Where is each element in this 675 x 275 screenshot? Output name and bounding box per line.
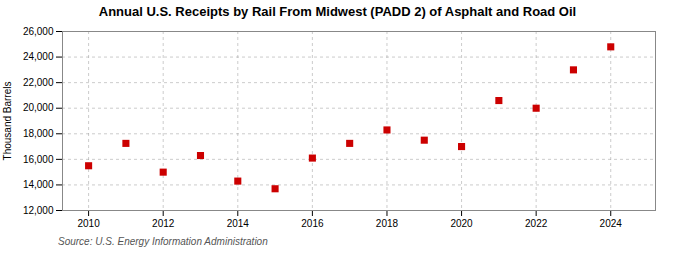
- svg-text:2012: 2012: [152, 218, 175, 229]
- svg-text:2014: 2014: [227, 218, 250, 229]
- svg-text:2022: 2022: [525, 218, 548, 229]
- svg-text:2018: 2018: [376, 218, 399, 229]
- svg-text:24,000: 24,000: [23, 51, 54, 62]
- svg-text:2024: 2024: [600, 218, 623, 229]
- svg-text:2016: 2016: [301, 218, 324, 229]
- svg-text:22,000: 22,000: [23, 77, 54, 88]
- svg-text:20,000: 20,000: [23, 102, 54, 113]
- svg-text:18,000: 18,000: [23, 128, 54, 139]
- svg-text:12,000: 12,000: [23, 205, 54, 216]
- svg-text:26,000: 26,000: [23, 26, 54, 37]
- svg-text:14,000: 14,000: [23, 179, 54, 190]
- svg-text:2010: 2010: [77, 218, 100, 229]
- svg-text:2020: 2020: [450, 218, 473, 229]
- html-text:Source: U.S. Energy Informatio: Source: U.S. Energy Information Administ…: [58, 236, 268, 247]
- svg-text:Thousand Barrels: Thousand Barrels: [2, 82, 13, 161]
- html-text:Annual U.S. Receipts by Rail F: Annual U.S. Receipts by Rail From Midwes…: [98, 4, 577, 19]
- svg-text:16,000: 16,000: [23, 154, 54, 165]
